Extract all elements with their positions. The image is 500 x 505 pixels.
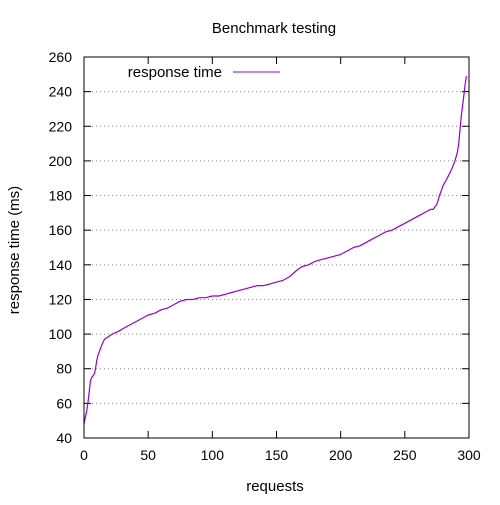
x-tick-label: 300 [457,447,481,463]
legend-label-response-time: response time [128,64,222,81]
x-axis-label: requests [246,478,304,495]
legend: response time [128,64,280,81]
chart-title: Benchmark testing [212,20,336,37]
x-tick-labels: 0 50 100 150 200 250 300 [80,447,481,463]
y-tick-label: 200 [49,153,73,169]
y-tick-label: 240 [49,84,73,100]
x-tick-label: 50 [140,447,156,463]
plot-frame [83,56,470,439]
y-tick-label: 260 [49,49,73,65]
x-tick-label: 250 [393,447,417,463]
x-tick-label: 100 [201,447,225,463]
y-tick-label: 160 [49,222,73,238]
y-tick-label: 100 [49,326,73,342]
series-layer [83,76,467,425]
y-tick-label: 180 [49,188,73,204]
grid-lines [84,91,469,404]
y-tick-label: 60 [56,395,72,411]
series-line-response-time [83,76,467,425]
y-tick-labels: 40 60 80 100 120 140 160 180 200 220 240 260 [49,49,73,446]
y-tick-label: 140 [49,257,73,273]
y-tick-label: 220 [49,118,73,134]
y-tick-label: 40 [56,430,72,446]
y-axis-label: response time (ms) [6,186,23,314]
x-tick-label: 200 [329,447,353,463]
x-tick-label: 150 [265,447,289,463]
y-tick-label: 80 [56,361,72,377]
x-tick-label: 0 [80,447,88,463]
y-tick-label: 120 [49,291,73,307]
